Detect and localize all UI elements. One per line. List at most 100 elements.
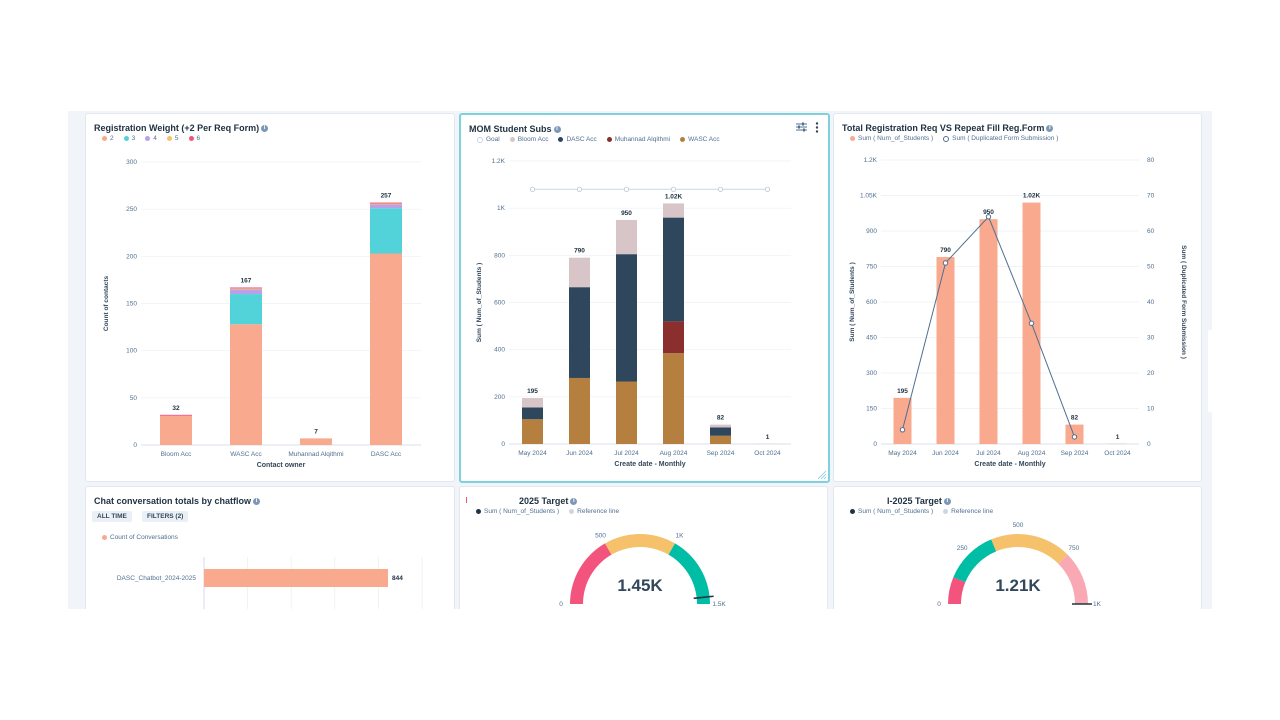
report-card-chat-conversations[interactable]: Chat conversation totals by chatflow i AL… [85,486,455,609]
gauge-tick-label: 0 [937,601,941,608]
info-icon[interactable]: i [253,498,261,506]
bar-segment [370,202,402,204]
bar-segment [616,219,637,255]
legend-label: Sum ( Num_of_Students ) [858,135,934,142]
data-label: 790 [574,248,585,255]
gauge-tick-label: 500 [1013,522,1024,529]
info-icon[interactable]: i [943,498,951,506]
x-tick-label: Jul 2024 [976,450,1001,457]
chart-legend: Sum ( Num_of_Students ) Sum ( Duplicated … [850,135,1058,142]
card-title-text: Total Registration Req VS Repeat Fill Re… [842,123,1045,133]
legend-item[interactable]: 5 [166,135,179,142]
bar-segment [663,353,684,444]
gauge-band [953,539,997,583]
y-tick-label: 1.05K [860,193,878,200]
legend-label: Bloom Acc [517,136,549,143]
legend-marker [850,509,855,514]
x-tick-label: Sep 2024 [707,450,735,457]
legend-item[interactable]: Muhannad Alqithmi [606,136,670,143]
more-vertical-icon[interactable] [815,122,819,133]
x-tick-label: Oct 2024 [754,450,781,457]
gauge-band [991,534,1068,564]
y-right-tick-label: 10 [1147,406,1155,413]
gauge-band [570,543,612,604]
legend-item[interactable]: 6 [188,135,200,142]
sliders-icon[interactable] [796,122,807,132]
data-label: 1.02K [1023,193,1041,200]
legend-item[interactable]: Sum ( Num_of_Students ) [850,508,933,515]
all-time-filter-chip[interactable]: ALL TIME [92,511,132,522]
legend-marker [102,535,107,540]
info-icon[interactable]: i [261,125,269,133]
x-tick-label: Aug 2024 [1018,450,1046,457]
report-card-registration-weight[interactable]: Registration Weight (+2 Per Req Form) i 2… [85,113,455,482]
legend-item[interactable]: Sum ( Duplicated Form Submission ) [943,135,1058,142]
info-icon[interactable]: i [570,498,578,506]
line-point [1071,434,1078,440]
legend-item[interactable]: Reference line [569,508,619,515]
gauge-marker [693,595,714,600]
y-tick-label: 0 [873,441,877,448]
bar-segment [710,427,731,436]
x-tick-label: Aug 2024 [660,450,688,457]
x-tick-label: DASC Acc [371,451,402,458]
y-tick-label: 300 [126,159,137,166]
y-axis-label: Sum ( Num_of_Students ) [476,263,483,342]
y-tick-label: 250 [126,206,137,213]
legend-item[interactable]: WASC Acc [680,136,720,143]
x-tick-label: Oct 2024 [1104,450,1131,457]
legend-marker [943,135,950,142]
legend-label: Sum ( Num_of_Students ) [858,508,934,515]
data-label: 790 [940,247,951,254]
y-tick-label: 300 [866,370,877,377]
info-icon[interactable]: i [1046,125,1054,133]
legend-label: Reference line [577,508,620,515]
legend-item[interactable]: Sum ( Num_of_Students ) [476,508,559,515]
gauge-tick-label: 500 [595,533,606,540]
bar [893,397,912,444]
resize-handle-icon[interactable] [818,471,826,479]
card-title-text: 2025 Target [519,496,569,506]
legend-label: 2 [110,135,114,142]
gauge-tick-label: 1.5K [712,601,726,608]
legend-label: 3 [131,135,136,142]
legend-item[interactable]: DASC Acc [558,136,597,143]
data-label: 844 [392,575,403,582]
bar-segment [230,289,262,295]
report-card-mom-student-subs[interactable]: MOM Student Subs i Goal Bloom Acc DASC Acc M… [459,113,830,483]
report-card-i-2025-target[interactable]: I-2025 Target i Sum ( Num_of_Students ) Re… [833,486,1202,609]
report-card-2025-target[interactable]: 2025 Target i Sum ( Num_of_Students ) Refe… [459,486,828,609]
chart-mom-student-subs: 0 200 400 600 800 1K 1.2K May 2024 195 Jun 2024 79… [476,158,791,468]
bar-segment [522,398,543,408]
info-icon[interactable]: i [553,126,561,134]
chart-total-registration: 0 150 300 450 600 750 900 1.05K 1.2K 0 10 20 30 40 50 6… [849,157,1187,468]
legend-item[interactable]: 2 [102,135,114,142]
legend-item[interactable]: Goal [477,136,500,143]
legend-item[interactable]: Bloom Acc [509,136,549,143]
legend-marker [680,137,686,142]
y-right-tick-label: 50 [1147,264,1155,271]
legend-item[interactable]: 4 [145,135,157,142]
x-tick-label: May 2024 [888,450,917,457]
x-tick-label: WASC Acc [230,451,262,458]
y-tick-label: 750 [866,264,877,271]
y-tick-label: 0 [501,441,505,448]
legend-marker [123,136,129,141]
goal-point [670,186,677,192]
gauge-band [605,534,675,555]
legend-item[interactable]: Reference line [943,508,993,515]
x-tick-label: Jul 2024 [614,450,639,457]
report-card-total-registration[interactable]: Total Registration Req VS Repeat Fill Re… [833,113,1202,482]
y-tick-label: 450 [866,335,877,342]
data-label: 950 [621,210,632,217]
gauge-tick-label: 0 [559,601,563,608]
side-scroll-tab[interactable] [1208,330,1212,412]
legend-item[interactable]: Sum ( Num_of_Students ) [850,135,933,142]
legend-item[interactable]: 3 [123,135,136,142]
bar [979,219,998,444]
x-tick-label: Sep 2024 [1061,450,1089,457]
data-label: 82 [1071,415,1079,422]
filters-chip[interactable]: FILTERS (2) [142,511,189,522]
gauge-band [1058,554,1088,604]
legend-item[interactable]: Count of Conversations [102,534,178,541]
